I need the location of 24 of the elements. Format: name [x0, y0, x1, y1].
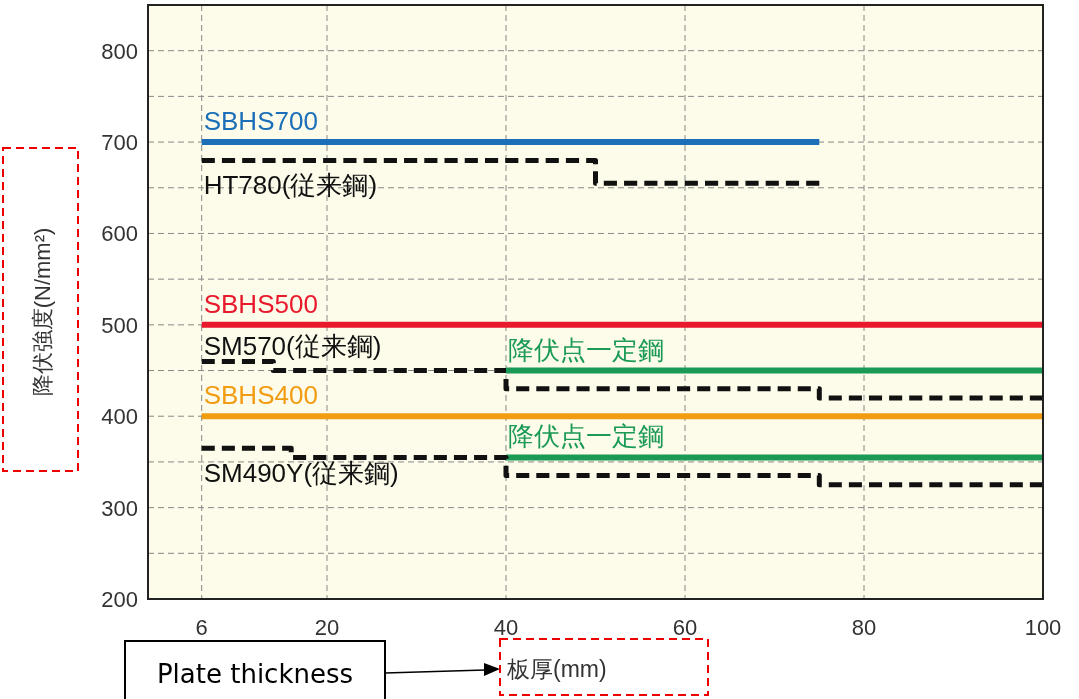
y-tick-label: 700	[101, 130, 138, 156]
x-tick-label: 40	[493, 615, 519, 640]
x-tick-label: 100	[1024, 615, 1062, 640]
series-label: SM570(従来鋼)	[203, 331, 382, 362]
y-tick-label: 200	[101, 587, 138, 612]
x-tick-label: 80	[851, 615, 877, 640]
series-label: SBHS400	[203, 380, 318, 411]
series-label: 降伏点一定鋼	[508, 421, 664, 452]
series-label: SBHS700	[203, 106, 318, 137]
series-label: SM490Y(従来鋼)	[203, 458, 399, 489]
series-label: HT780(従来鋼)	[203, 170, 378, 201]
y-tick-label: 300	[101, 495, 138, 521]
y-tick-label: 600	[101, 221, 138, 247]
y-tick-label: 500	[101, 312, 138, 338]
text: Plate thickness	[156, 659, 354, 689]
series-label: 降伏点一定鋼	[508, 334, 664, 365]
y-axis-title: 降伏強度(N/mm²)	[30, 227, 55, 397]
x-tick-label: 6	[195, 615, 208, 640]
x-axis-title: 板厚(mm)	[506, 656, 607, 682]
x-tick-label: 20	[314, 615, 340, 640]
series-label: SBHS500	[203, 288, 318, 319]
x-tick-label: 60	[672, 615, 698, 640]
y-tick-label: 400	[101, 404, 138, 430]
y-tick-label: 800	[101, 38, 138, 64]
